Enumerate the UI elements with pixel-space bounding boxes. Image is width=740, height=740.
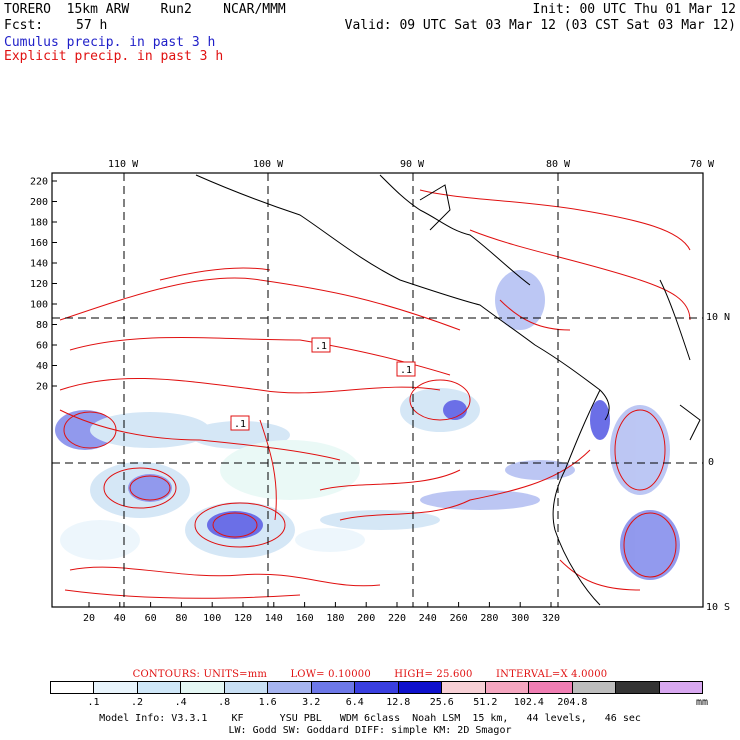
y-tick-label: 40: [36, 361, 48, 372]
x-tick-label: 220: [388, 613, 406, 624]
forecast-label: Fcst:: [4, 18, 44, 33]
color-bar-label: 3.2: [302, 697, 321, 708]
color-bar-swatch: [398, 682, 443, 693]
x-tick-label: 20: [83, 613, 95, 624]
color-bar-swatch: [268, 682, 312, 693]
x-tick-label: 320: [542, 613, 560, 624]
color-bar-swatch: [442, 682, 486, 693]
y-tick-label: 140: [30, 259, 48, 270]
forecast-hour: 57 h: [76, 18, 108, 33]
lat-label-10s: 10 S: [706, 602, 731, 613]
color-bar-swatch: [51, 682, 95, 693]
x-tick-label: 300: [511, 613, 529, 624]
color-bar-label: 102.4: [513, 697, 544, 708]
lat-label-10n: 10 N: [706, 312, 731, 323]
x-tick-label: 260: [450, 613, 468, 624]
color-bar-label: 12.8: [386, 697, 411, 708]
explicit-precip-contours: [59, 189, 691, 599]
contour-label: .1: [400, 365, 412, 376]
contours-low: LOW= 0.10000: [290, 669, 371, 680]
y-tick-label: 80: [36, 320, 48, 331]
color-bar-swatch: [572, 682, 617, 693]
y-tick-label: 220: [30, 177, 48, 188]
model-info-line-2: LW: Godd SW: Goddard DIFF: simple KM: 2D…: [228, 725, 512, 736]
init-time: Init: 00 UTC Thu 01 Mar 12: [532, 2, 737, 17]
x-tick-label: 80: [175, 613, 187, 624]
color-bar-label: 204.8: [557, 697, 588, 708]
color-bar-swatch: [659, 682, 703, 693]
lon-label-100w: 100 W: [253, 159, 284, 170]
y-tick-label: 60: [36, 341, 48, 352]
color-bar-label: .8: [218, 697, 231, 708]
cumulus-precip-label: Cumulus precip. in past 3 h: [4, 35, 216, 50]
x-tick-label: 60: [145, 613, 157, 624]
y-tick-label: 120: [30, 279, 48, 290]
contours-units: CONTOURS: UNITS=mm: [132, 669, 268, 680]
y-tick-label: 180: [30, 218, 48, 229]
contours-info: CONTOURS: UNITS=mm LOW= 0.10000 HIGH= 25…: [0, 669, 740, 680]
x-tick-label: 100: [203, 613, 221, 624]
color-bar-label: .4: [174, 697, 187, 708]
contours-interval: INTERVAL=X 4.0000: [496, 669, 608, 680]
explicit-precip-label: Explicit precip. in past 3 h: [4, 49, 224, 64]
lat-label-0: 0: [708, 457, 715, 468]
model-info-line-1: Model Info: V3.3.1 KF YSU PBL WDM 6class…: [99, 713, 641, 724]
contours-high: HIGH= 25.600: [394, 669, 473, 680]
lon-label-70w: 70 W: [690, 159, 715, 170]
y-tick-label: 100: [30, 300, 48, 311]
color-bar-label: .1: [87, 697, 100, 708]
x-tick-label: 200: [357, 613, 375, 624]
color-bar-swatch: [485, 682, 530, 693]
x-tick-label: 120: [234, 613, 252, 624]
color-bar-swatch: [181, 682, 225, 693]
coastlines: [195, 174, 701, 606]
lon-label-80w: 80 W: [546, 159, 571, 170]
lon-label-90w: 90 W: [400, 159, 425, 170]
plot-frame: [51, 172, 704, 608]
x-tick-label: 180: [326, 613, 344, 624]
color-bar-swatch: [94, 682, 138, 693]
color-bar-swatch: [355, 682, 399, 693]
color-bar-swatch: [224, 682, 269, 693]
units-label: mm: [696, 697, 709, 708]
x-tick-label: 160: [296, 613, 314, 624]
color-bar-swatch: [529, 682, 573, 693]
valid-time: Valid: 09 UTC Sat 03 Mar 12 (03 CST Sat …: [344, 18, 736, 33]
latlon-grid: [52, 173, 703, 607]
y-tick-label: 20: [36, 382, 48, 393]
color-bar-label: .2: [131, 697, 144, 708]
model-title: TORERO 15km ARW Run2 NCAR/MMM: [4, 2, 286, 17]
contour-label: .1: [234, 419, 246, 430]
color-bar: [50, 681, 703, 694]
cumulus-precip-shading: [55, 270, 680, 580]
x-tick-label: 40: [114, 613, 126, 624]
contour-value-labels: .1 .1 .1: [230, 337, 416, 431]
x-tick-label: 280: [480, 613, 498, 624]
color-bar-label: 1.6: [258, 697, 277, 708]
color-bar-swatch: [616, 682, 660, 693]
y-tick-label: 200: [30, 197, 48, 208]
lon-label-110w: 110 W: [108, 159, 139, 170]
color-bar-label: 25.6: [429, 697, 454, 708]
x-tick-label: 140: [265, 613, 283, 624]
contour-label: .1: [315, 341, 327, 352]
y-tick-label: 160: [30, 238, 48, 249]
x-tick-label: 240: [419, 613, 437, 624]
color-bar-label: 51.2: [473, 697, 498, 708]
color-bar-label: 6.4: [345, 697, 364, 708]
axis-ticks: 220 200 180 160 140 120 100 80 60 40 20 20 40 60 80 100…: [30, 177, 560, 625]
color-bar-swatch: [311, 682, 356, 693]
color-bar-swatch: [137, 682, 182, 693]
